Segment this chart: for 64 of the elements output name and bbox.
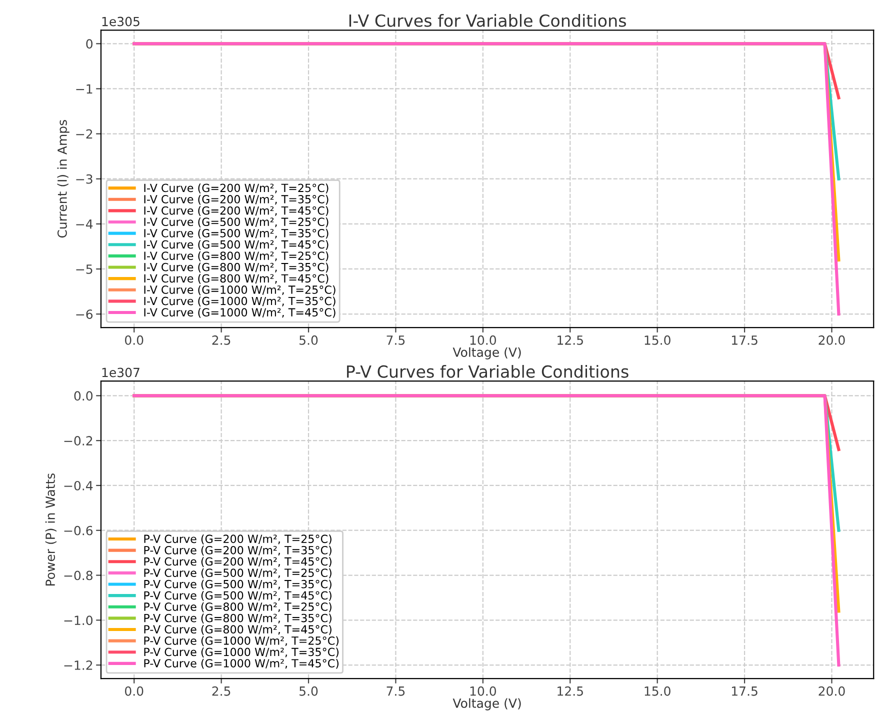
legend-label: P-V Curve (G=1000 W/m², T=45°C) — [144, 658, 339, 669]
y-tick-label: −4 — [76, 220, 93, 229]
x-tick-label: 17.5 — [732, 686, 758, 696]
legend-label: P-V Curve (G=1000 W/m², T=35°C) — [144, 648, 339, 658]
x-tick-label: 12.5 — [558, 335, 583, 345]
y-axis-title: Current (I) in Amps — [57, 120, 70, 238]
legend-label: I-V Curve (G=800 W/m², T=45°C) — [144, 274, 328, 284]
y-axis-title: Power (P) in Watts — [45, 473, 56, 586]
x-tick-label: 10.0 — [470, 335, 496, 345]
y-tick-label: 0.0 — [74, 391, 92, 401]
x-tick-label: 7.5 — [386, 686, 405, 696]
legend-label: I-V Curve (G=500 W/m², T=25°C) — [144, 217, 328, 228]
x-tick-label: 12.5 — [558, 686, 583, 696]
x-tick-label: 2.5 — [212, 686, 230, 696]
legend-label: I-V Curve (G=200 W/m², T=45°C) — [144, 206, 328, 216]
x-tick-label: 20.0 — [818, 686, 845, 696]
y-tick-label: −0.8 — [64, 570, 92, 580]
y-tick-label: −5 — [76, 264, 92, 274]
text: 1e307 — [102, 368, 140, 378]
chart-title: P-V Curves for Variable Conditions — [347, 364, 628, 378]
x-tick-label: 5.0 — [300, 335, 318, 345]
legend-label: I-V Curve (G=200 W/m², T=25°C) — [144, 184, 328, 194]
y-tick-label: −1 — [76, 84, 92, 94]
legend-label: P-V Curve (G=500 W/m², T=25°C) — [144, 568, 332, 578]
legend-label: I-V Curve (G=500 W/m², T=45°C) — [144, 240, 328, 250]
x-tick-label: 2.5 — [212, 335, 230, 345]
legend-label: P-V Curve (G=500 W/m², T=45°C) — [144, 591, 332, 601]
legend-label: P-V Curve (G=800 W/m², T=35°C) — [144, 614, 332, 624]
legend-label: I-V Curve (G=800 W/m², T=25°C) — [144, 251, 328, 262]
legend-label: P-V Curve (G=200 W/m², T=45°C) — [144, 557, 332, 567]
x-tick-label: 17.5 — [732, 336, 758, 345]
x-tick-label: 0.0 — [124, 335, 144, 345]
legend-label: P-V Curve (G=800 W/m², T=45°C) — [144, 624, 332, 635]
legend-label: P-V Curve (G=200 W/m², T=25°C) — [144, 534, 332, 544]
x-axis-title: Voltage (V) — [452, 347, 521, 360]
y-tick-label: −1.0 — [64, 616, 92, 626]
chart-title: I-V Curves for Variable Conditions — [349, 14, 626, 27]
x-tick-label: 15.0 — [644, 335, 670, 345]
legend-label: I-V Curve (G=800 W/m², T=35°C) — [144, 262, 328, 273]
legend-label: P-V Curve (G=1000 W/m², T=25°C) — [144, 636, 339, 646]
y-tick-label: −0.2 — [64, 436, 92, 446]
y-tick-label: −0.4 — [64, 480, 93, 490]
y-tick-label: −3 — [76, 174, 92, 184]
x-tick-label: 0.0 — [124, 686, 144, 696]
legend-label: I-V Curve (G=200 W/m², T=35°C) — [144, 194, 328, 205]
y-tick-label: −0.6 — [64, 526, 93, 536]
y-tick-label: −1.2 — [64, 660, 92, 670]
x-tick-label: 7.5 — [386, 336, 405, 345]
legend-label: P-V Curve (G=500 W/m², T=35°C) — [144, 580, 332, 590]
x-axis-title: Voltage (V) — [452, 698, 521, 710]
legend-label: I-V Curve (G=500 W/m², T=35°C) — [144, 228, 328, 239]
legend-label: P-V Curve (G=800 W/m², T=25°C) — [144, 602, 332, 612]
x-tick-label: 10.0 — [470, 686, 496, 696]
legend-label: P-V Curve (G=200 W/m², T=35°C) — [144, 546, 332, 556]
legend-label: I-V Curve (G=1000 W/m², T=25°C) — [144, 285, 336, 296]
legend-label: I-V Curve (G=1000 W/m², T=35°C) — [144, 296, 336, 307]
x-tick-label: 20.0 — [818, 335, 845, 345]
x-tick-label: 5.0 — [300, 686, 318, 696]
y-tick-label: −6 — [76, 310, 93, 319]
x-tick-label: 15.0 — [644, 686, 670, 696]
legend-label: I-V Curve (G=1000 W/m², T=45°C) — [144, 308, 336, 318]
text: 1e305 — [102, 16, 140, 26]
y-tick-label: 0 — [86, 39, 92, 49]
y-tick-label: −2 — [76, 129, 92, 139]
